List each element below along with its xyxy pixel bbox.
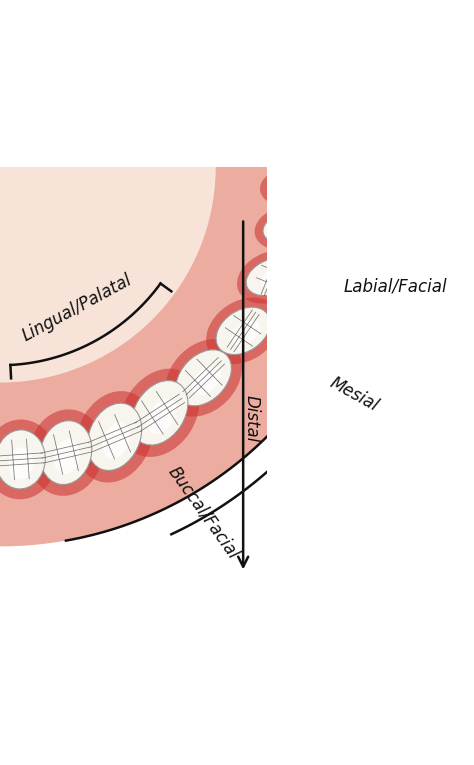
Ellipse shape: [102, 422, 130, 459]
Ellipse shape: [260, 268, 289, 288]
Ellipse shape: [40, 421, 92, 484]
Ellipse shape: [54, 439, 80, 474]
Polygon shape: [0, 167, 380, 546]
Ellipse shape: [147, 399, 177, 434]
Ellipse shape: [176, 350, 231, 406]
Ellipse shape: [0, 430, 46, 489]
Ellipse shape: [246, 258, 298, 295]
Text: Buccal/Facial: Buccal/Facial: [164, 463, 242, 562]
Ellipse shape: [165, 339, 242, 417]
Ellipse shape: [206, 298, 280, 364]
Ellipse shape: [191, 366, 221, 396]
Ellipse shape: [260, 167, 325, 208]
Text: Lingual/Palatal: Lingual/Palatal: [19, 272, 135, 346]
Ellipse shape: [88, 403, 142, 470]
Ellipse shape: [263, 212, 311, 243]
Ellipse shape: [9, 447, 33, 480]
Ellipse shape: [276, 220, 302, 236]
Text: Distal: Distal: [242, 396, 260, 443]
Ellipse shape: [0, 419, 56, 500]
Ellipse shape: [282, 181, 308, 194]
Ellipse shape: [76, 391, 153, 483]
Polygon shape: [0, 167, 216, 382]
Ellipse shape: [255, 205, 319, 250]
Ellipse shape: [29, 409, 103, 496]
Text: Mesial: Mesial: [326, 374, 381, 415]
Ellipse shape: [268, 173, 317, 201]
Ellipse shape: [237, 250, 307, 304]
Ellipse shape: [132, 380, 188, 445]
Ellipse shape: [231, 321, 261, 345]
Text: Labial/Facial: Labial/Facial: [344, 278, 447, 296]
Ellipse shape: [216, 308, 270, 354]
Ellipse shape: [120, 369, 200, 457]
